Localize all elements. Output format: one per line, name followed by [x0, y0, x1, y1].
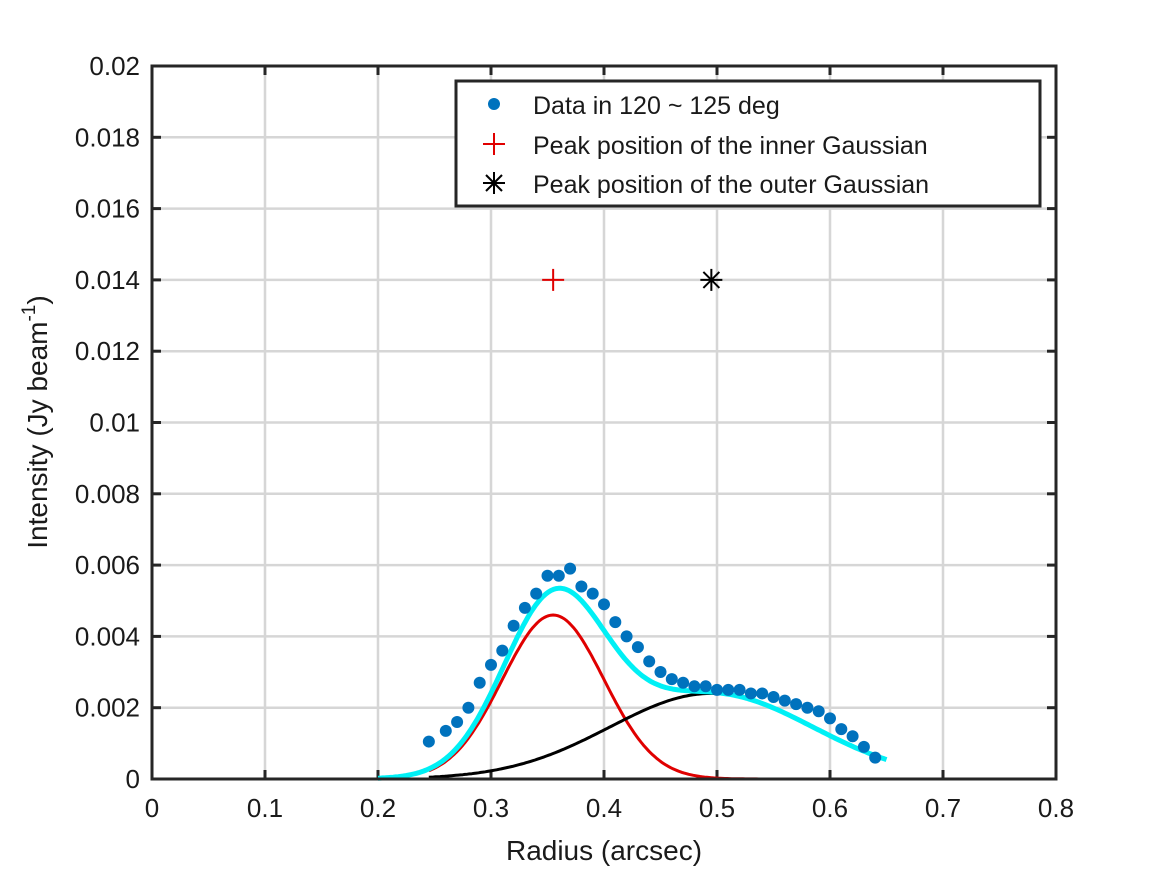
- data-point: [778, 694, 791, 707]
- legend-icons: [483, 98, 505, 194]
- legend-box: [454, 79, 1042, 208]
- y-tick-label: 0.008: [75, 479, 140, 509]
- data-point: [530, 587, 543, 600]
- x-tick-label: 0.6: [812, 793, 848, 823]
- data-point: [665, 673, 678, 686]
- data-point: [609, 616, 622, 629]
- data-point: [439, 724, 452, 737]
- y-tick-label: 0.018: [75, 122, 140, 152]
- x-tick-label: 0: [145, 793, 159, 823]
- total-fit-curve: [377, 585, 888, 781]
- y-axis-label: Intensity (Jy beam-1): [19, 295, 53, 548]
- x-tick-label: 0.8: [1038, 793, 1074, 823]
- data-point: [541, 569, 554, 582]
- data-point: [620, 630, 633, 643]
- data-point: [801, 701, 814, 714]
- data-point: [552, 569, 565, 582]
- x-tick-label: 0.7: [925, 793, 961, 823]
- data-point: [643, 655, 656, 668]
- data-point: [812, 705, 825, 718]
- y-tick-label: 0.01: [89, 408, 140, 438]
- data-point: [722, 683, 735, 696]
- legend-entry-outer-peak: Peak position of the outer Gaussian: [533, 171, 929, 199]
- data-point: [518, 601, 531, 614]
- x-axis-label: Radius (arcsec): [506, 835, 702, 866]
- y-tick-label: 0.002: [75, 693, 140, 723]
- data-point: [711, 683, 723, 696]
- data-point: [462, 701, 475, 714]
- data-point: [688, 680, 701, 693]
- peak-markers: [542, 268, 723, 291]
- y-tick-label: 0.012: [75, 336, 140, 366]
- data-point: [564, 562, 577, 575]
- data-point: [824, 712, 836, 725]
- data-point: [733, 683, 746, 696]
- data-points: [422, 562, 882, 764]
- legend-dot-icon: [488, 98, 500, 110]
- data-point: [857, 740, 870, 753]
- y-tick-label: 0: [126, 764, 140, 794]
- legend: Data in 120 ~ 125 deg Peak position of t…: [454, 79, 1042, 208]
- y-tick-label: 0.02: [89, 51, 140, 81]
- data-point: [485, 658, 497, 671]
- data-point: [586, 587, 599, 600]
- x-tick-label: 0.5: [699, 793, 735, 823]
- x-tick-label: 0.1: [247, 793, 283, 823]
- y-tick-label: 0.016: [75, 194, 140, 224]
- y-axis-label-superscript: -1: [19, 305, 40, 322]
- data-point: [869, 751, 882, 764]
- data-point: [756, 687, 769, 700]
- outer-peak-marker-d2: [702, 271, 721, 289]
- data-point: [507, 619, 520, 632]
- x-tick-labels: 0 0.1 0.2 0.3 0.4 0.5 0.6 0.7 0.8: [145, 793, 1074, 823]
- legend-asterisk-icon-d2: [485, 174, 503, 192]
- legend-entry-data: Data in 120 ~ 125 deg: [533, 92, 780, 120]
- data-point: [767, 691, 780, 704]
- data-point: [846, 730, 859, 743]
- y-axis-label-main: Intensity (Jy beam: [22, 322, 53, 549]
- data-point: [473, 676, 486, 689]
- data-point: [631, 641, 644, 654]
- x-tick-label: 0.4: [586, 793, 622, 823]
- x-tick-label: 0.3: [473, 793, 509, 823]
- y-tick-label: 0.004: [75, 621, 140, 651]
- data-point: [451, 715, 464, 728]
- data-point: [575, 580, 588, 593]
- data-point: [677, 676, 690, 689]
- data-point: [835, 723, 848, 736]
- data-point: [744, 687, 757, 700]
- y-tick-labels: 0 0.002 0.004 0.006 0.008 0.01 0.012 0.014 0.016…: [75, 51, 140, 794]
- y-axis-label-close: ): [22, 295, 53, 304]
- data-point: [496, 644, 509, 657]
- data-point: [790, 698, 803, 711]
- y-tick-label: 0.014: [75, 265, 140, 295]
- data-point: [654, 666, 667, 679]
- y-tick-label: 0.006: [75, 550, 140, 580]
- data-point: [699, 680, 712, 693]
- legend-entry-inner-peak: Peak position of the inner Gaussian: [533, 132, 928, 160]
- data-point: [422, 735, 435, 748]
- x-tick-label: 0.2: [360, 793, 396, 823]
- axes-box: [150, 64, 1058, 781]
- data-point: [598, 598, 610, 611]
